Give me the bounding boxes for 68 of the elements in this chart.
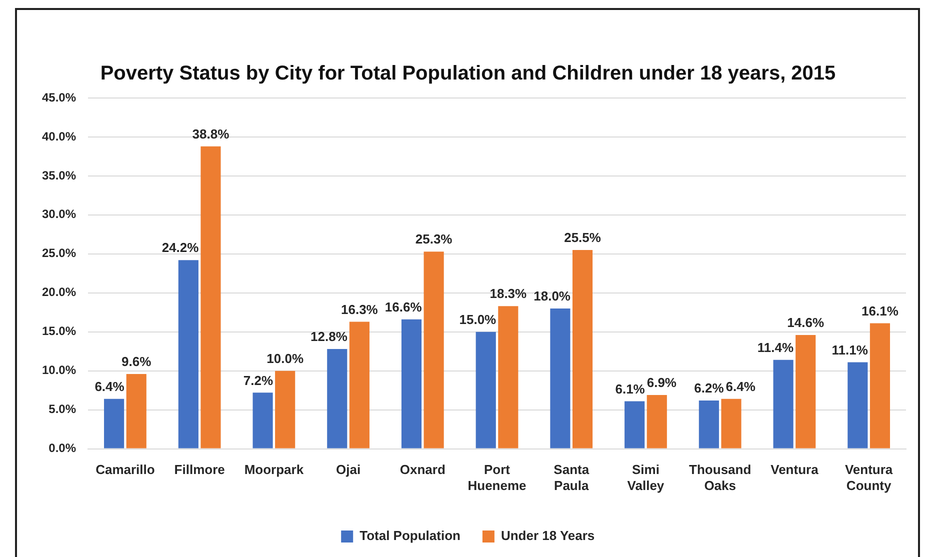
x-tick-label: Camarillo <box>96 462 155 478</box>
bar <box>349 322 370 448</box>
data-label: 6.1% <box>615 381 646 396</box>
bar <box>721 398 742 448</box>
bar <box>275 370 296 448</box>
data-label: 11.4% <box>757 340 794 356</box>
y-tick-label: 5.0% <box>48 402 76 416</box>
data-label: 16.3% <box>341 302 378 317</box>
bar <box>572 250 593 448</box>
legend-label: Under 18 Years <box>500 528 595 544</box>
data-label: 6.4% <box>726 378 756 394</box>
data-label: 6.2% <box>694 380 724 396</box>
data-label: 14.6% <box>787 315 824 330</box>
bar <box>646 395 667 448</box>
y-tick-label: 40.0% <box>42 129 76 144</box>
x-tick-label: Port Hueneme <box>468 462 526 493</box>
y-tick-label: 20.0% <box>42 285 76 300</box>
bar <box>252 392 273 448</box>
bar <box>796 334 816 448</box>
data-label: 18.3% <box>490 286 528 302</box>
bar <box>178 260 198 448</box>
bar <box>550 308 570 448</box>
x-tick-label: Thousand Oaks <box>689 462 752 493</box>
data-label: 12.8% <box>310 329 348 344</box>
legend-label: Total Population <box>360 528 461 544</box>
y-tick-label: 0.0% <box>48 441 76 456</box>
x-tick-label: Santa Paula <box>554 462 590 493</box>
chart-title: Poverty Status by City for Total Population and Children under 18 years, 2015 <box>100 62 836 85</box>
bar <box>698 400 719 448</box>
data-label: 16.1% <box>862 303 899 318</box>
data-label: 24.2% <box>162 240 200 256</box>
y-tick-label: 15.0% <box>42 324 76 338</box>
y-tick-label: 35.0% <box>42 168 76 182</box>
x-tick-label: Ojai <box>336 462 361 478</box>
x-tick-label: Simi Valley <box>627 462 665 493</box>
bar <box>773 360 794 448</box>
bar <box>848 362 868 448</box>
x-tick-label: Moorpark <box>244 462 304 478</box>
data-label: 16.6% <box>384 299 422 314</box>
y-tick-label: 45.0% <box>42 90 76 104</box>
data-label: 25.5% <box>564 230 602 246</box>
data-label: 25.3% <box>415 232 453 247</box>
bar <box>476 332 496 448</box>
data-label: 38.8% <box>192 126 230 142</box>
data-label: 7.2% <box>243 372 274 388</box>
data-label: 6.9% <box>646 375 677 390</box>
bar <box>424 252 444 448</box>
data-label: 9.6% <box>122 354 152 370</box>
x-tick-label: Ventura County <box>844 462 894 493</box>
bar <box>498 306 518 448</box>
y-tick-label: 25.0% <box>42 246 76 260</box>
bar <box>126 374 146 448</box>
x-tick-label: Fillmore <box>174 462 225 478</box>
bar <box>104 398 124 448</box>
bar <box>624 401 645 448</box>
data-label: 6.4% <box>94 378 125 394</box>
bar <box>327 349 348 448</box>
data-label: 10.0% <box>266 350 304 366</box>
x-tick-label: Oxnard <box>400 462 446 478</box>
data-label: 11.1% <box>832 342 868 358</box>
bar <box>401 319 422 448</box>
data-label: 15.0% <box>459 312 497 327</box>
data-label: 18.0% <box>534 288 571 304</box>
bar <box>870 323 890 448</box>
x-tick-label: Ventura <box>770 462 820 478</box>
y-tick-label: 30.0% <box>42 207 76 222</box>
bar <box>200 146 221 448</box>
y-tick-label: 10.0% <box>42 363 76 378</box>
